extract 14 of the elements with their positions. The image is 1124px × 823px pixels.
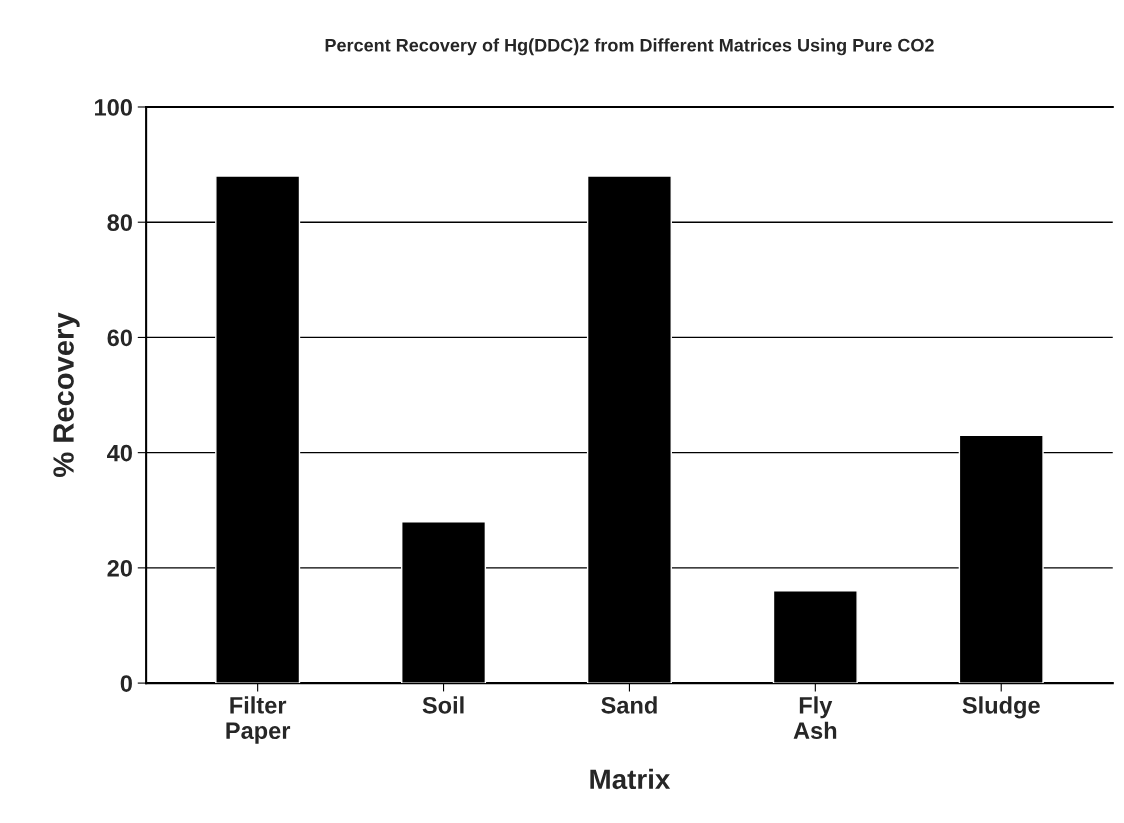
x-tick-label: Sand <box>601 696 657 714</box>
x-tick-label: Filter Paper <box>226 696 291 744</box>
x-axis-title: Matrix <box>590 768 671 790</box>
y-tick-label: 40 <box>107 444 132 462</box>
y-tick-label: 100 <box>95 99 132 116</box>
x-tick-label: Fly Ash <box>793 696 837 740</box>
y-tick-label: 20 <box>107 559 132 577</box>
x-tick-label: Soil <box>422 696 464 714</box>
y-tick-label: 60 <box>107 329 132 347</box>
x-tick-label: Sludge <box>962 696 1040 719</box>
y-axis-title: % Recovery <box>53 312 80 477</box>
y-tick-label: 0 <box>120 675 132 692</box>
chart-title: Percent Recovery of Hg(DDC)2 from Different Matrices Using Pure CO2 <box>325 38 934 56</box>
y-tick-label: 80 <box>107 214 132 231</box>
